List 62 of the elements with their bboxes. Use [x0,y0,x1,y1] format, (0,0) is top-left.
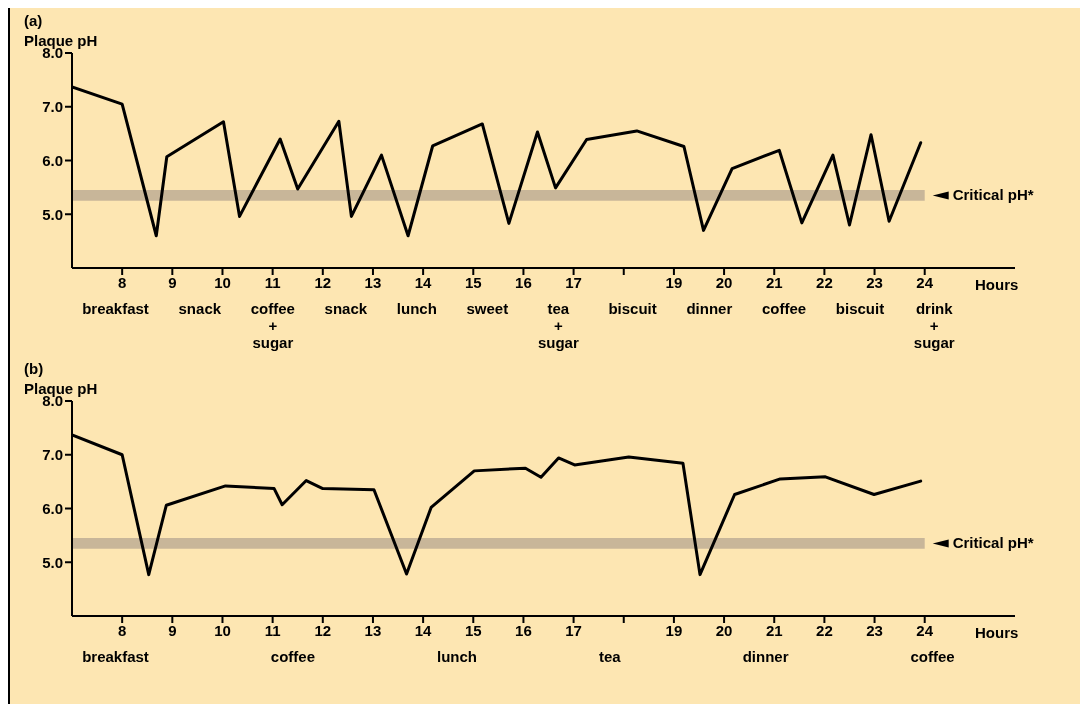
x-tick-label: 22 [816,273,833,291]
y-tick-label: 7.0 [42,98,63,116]
y-tick-label: 7.0 [42,446,63,464]
x-axis-title: Hours [975,624,1019,641]
text: coffee [761,300,807,317]
x-tick-label: 24 [916,621,934,639]
text: coffee [910,648,955,665]
x-tick-label: 14 [414,273,433,291]
text: tea + sugar [537,300,579,351]
y-tick-label: 6.0 [42,151,63,169]
x-tick-label: 10 [214,273,231,291]
x-tick-label: 8 [117,273,127,291]
text: dinner [686,300,733,317]
x-tick-label: 9 [168,621,177,639]
x-tick-label: 20 [715,273,733,291]
x-tick-label: 23 [866,621,883,639]
y-tick-label: 5.0 [42,553,63,571]
x-axis-title: Hours [975,276,1019,293]
band-label: Critical pH* [952,186,1034,204]
x-tick-label: 11 [264,621,281,639]
x-tick-label: 10 [214,621,231,639]
y-tick-label: 5.0 [42,205,63,223]
x-tick-label: 17 [565,621,582,639]
x-tick-label: 9 [168,273,177,291]
x-tick-label: 8 [117,621,127,639]
text: dinner [742,648,789,665]
chart-title: (b) [24,360,44,377]
text: lunch [437,648,478,665]
text: coffee + sugar [250,300,295,351]
band-label: Critical pH* [952,534,1034,552]
text: lunch [396,300,437,317]
x-tick-label: 12 [314,273,332,291]
y-tick-label: 6.0 [42,499,63,517]
x-tick-label: 13 [364,621,382,639]
chart-title: (a) [24,12,43,29]
x-tick-label: 24 [916,273,934,291]
x-tick-label: 12 [314,621,332,639]
text: sweet [466,300,509,317]
text: biscuit [835,300,885,317]
text: tea [599,648,621,665]
x-tick-label: 20 [715,621,733,639]
text: snack [324,300,368,317]
x-tick-label: 19 [665,273,683,291]
x-tick-label: 17 [565,273,582,291]
x-tick-label: 16 [515,621,532,639]
x-tick-label: 13 [364,273,382,291]
text: drink + sugar [913,300,955,351]
x-tick-label: 14 [414,621,433,639]
x-tick-label: 21 [765,273,783,291]
text: coffee [270,648,316,665]
text: biscuit [608,300,657,317]
x-tick-label: 16 [515,273,532,291]
x-tick-label: 19 [665,621,683,639]
x-tick-label: 22 [816,621,833,639]
text: breakfast [82,648,149,665]
x-tick-label: 23 [866,273,883,291]
x-tick-label: 11 [264,273,281,291]
x-tick-label: 21 [765,621,783,639]
text: snack [178,300,222,317]
x-tick-label: 15 [464,621,482,639]
x-tick-label: 15 [464,273,482,291]
text: breakfast [82,300,149,317]
